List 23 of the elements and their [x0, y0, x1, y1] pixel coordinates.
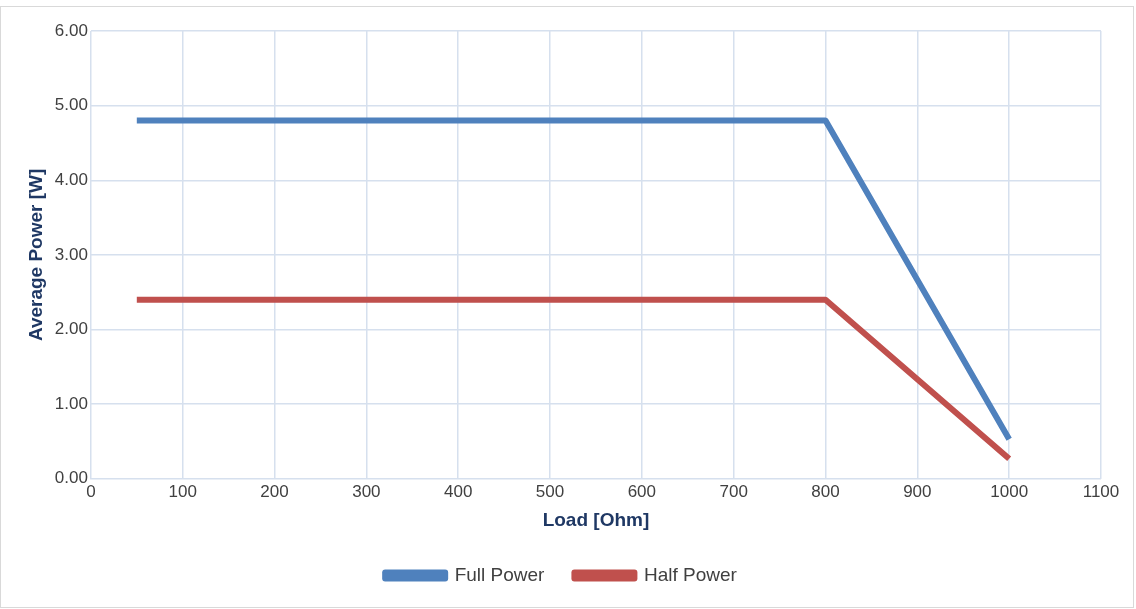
x-tick-label: 200	[260, 481, 289, 501]
x-tick-label: 0	[86, 481, 96, 501]
x-tick-label: 100	[168, 481, 197, 501]
legend-label: Full Power	[454, 563, 546, 585]
y-tick-label: 3.00	[54, 244, 88, 264]
x-tick-label: 400	[444, 481, 473, 501]
x-tick-label: 1000	[990, 481, 1029, 501]
x-tick-label: 1100	[1082, 481, 1120, 501]
x-tick-label: 900	[903, 481, 932, 501]
y-axis-title: Average Power [W]	[24, 168, 46, 342]
y-tick-label: 5.00	[54, 95, 88, 115]
y-tick-label: 6.00	[54, 20, 88, 40]
y-tick-label: 0.00	[54, 468, 88, 488]
x-tick-label: 500	[535, 481, 565, 501]
x-tick-label: 300	[352, 481, 381, 501]
x-tick-label: 800	[811, 481, 840, 501]
y-tick-label: 2.00	[54, 319, 88, 339]
x-axis-title: Load [Ohm]	[542, 508, 650, 530]
x-tick-label: 700	[719, 481, 748, 501]
y-tick-label: 4.00	[54, 169, 88, 189]
x-tick-label: 600	[627, 481, 657, 501]
legend-label: Half Power	[643, 563, 738, 585]
y-tick-label: 1.00	[54, 393, 88, 413]
